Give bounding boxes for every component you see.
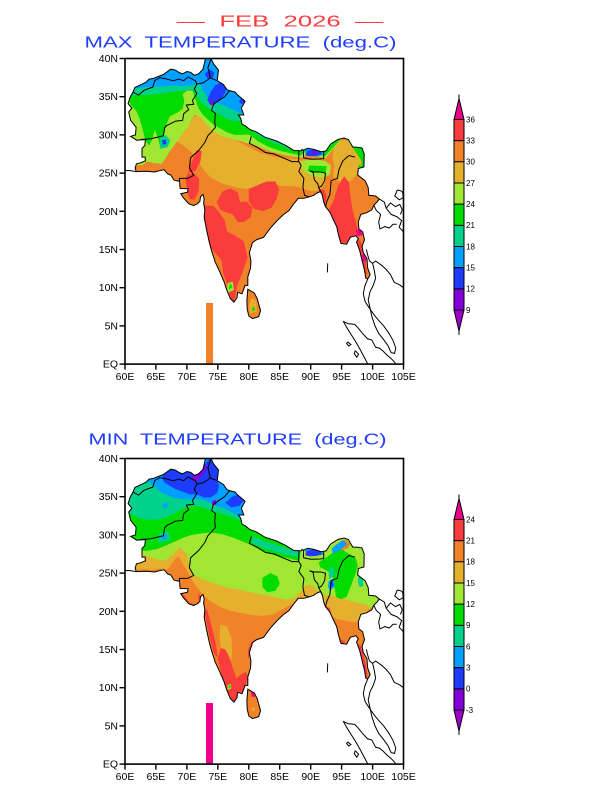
svg-text:5N: 5N xyxy=(105,320,118,332)
svg-text:60E: 60E xyxy=(116,771,135,783)
svg-text:24: 24 xyxy=(466,515,475,524)
svg-text:75E: 75E xyxy=(208,371,227,383)
svg-text:80E: 80E xyxy=(239,771,258,783)
svg-text:70E: 70E xyxy=(178,371,197,383)
svg-text:EQ: EQ xyxy=(103,359,118,371)
svg-text:18: 18 xyxy=(466,242,475,251)
svg-text:30N: 30N xyxy=(99,529,118,541)
svg-text:70E: 70E xyxy=(178,771,197,783)
svg-text:40N: 40N xyxy=(99,53,118,65)
svg-text:60E: 60E xyxy=(116,371,135,383)
svg-text:100E: 100E xyxy=(360,771,385,783)
svg-text:–– FEB 2026 ––: –– FEB 2026 –– xyxy=(177,14,385,31)
svg-text:85E: 85E xyxy=(270,771,289,783)
svg-text:40N: 40N xyxy=(99,453,118,465)
svg-text:95E: 95E xyxy=(332,771,351,783)
svg-text:25N: 25N xyxy=(99,568,118,580)
svg-text:90E: 90E xyxy=(301,371,320,383)
svg-text:15N: 15N xyxy=(99,644,118,656)
svg-text:6: 6 xyxy=(466,642,471,651)
svg-text:15N: 15N xyxy=(99,244,118,256)
svg-text:105E: 105E xyxy=(391,771,416,783)
svg-text:75E: 75E xyxy=(208,771,227,783)
svg-text:30N: 30N xyxy=(99,129,118,141)
svg-text:EQ: EQ xyxy=(103,759,118,771)
svg-text:21: 21 xyxy=(466,537,475,546)
svg-text:15: 15 xyxy=(466,579,475,588)
svg-text:3: 3 xyxy=(466,664,471,673)
svg-text:36: 36 xyxy=(466,115,475,124)
svg-text:85E: 85E xyxy=(270,371,289,383)
svg-text:35N: 35N xyxy=(99,491,118,503)
svg-text:15: 15 xyxy=(466,264,475,273)
svg-text:95E: 95E xyxy=(332,371,351,383)
svg-text:90E: 90E xyxy=(301,771,320,783)
svg-text:27: 27 xyxy=(466,179,475,188)
svg-text:24: 24 xyxy=(466,200,475,209)
svg-text:12: 12 xyxy=(466,600,475,609)
svg-text:-3: -3 xyxy=(466,706,474,715)
svg-text:12: 12 xyxy=(466,285,475,294)
svg-text:20N: 20N xyxy=(99,206,118,218)
svg-text:30: 30 xyxy=(466,158,475,167)
svg-text:35N: 35N xyxy=(99,91,118,103)
svg-text:MAX TEMPERATURE (deg.C): MAX TEMPERATURE (deg.C) xyxy=(85,35,397,52)
svg-text:9: 9 xyxy=(466,306,471,315)
svg-text:65E: 65E xyxy=(147,371,166,383)
svg-text:65E: 65E xyxy=(147,771,166,783)
svg-text:105E: 105E xyxy=(391,371,416,383)
svg-text:5N: 5N xyxy=(105,720,118,732)
svg-text:33: 33 xyxy=(466,137,475,146)
svg-text:0: 0 xyxy=(466,685,471,694)
svg-text:MIN TEMPERATURE (deg.C): MIN TEMPERATURE (deg.C) xyxy=(89,432,387,449)
svg-text:21: 21 xyxy=(466,221,475,230)
svg-text:100E: 100E xyxy=(360,371,385,383)
svg-text:9: 9 xyxy=(466,621,471,630)
svg-text:10N: 10N xyxy=(99,282,118,294)
svg-text:25N: 25N xyxy=(99,168,118,180)
svg-text:20N: 20N xyxy=(99,606,118,618)
svg-text:80E: 80E xyxy=(239,371,258,383)
svg-text:10N: 10N xyxy=(99,682,118,694)
svg-text:18: 18 xyxy=(466,558,475,567)
